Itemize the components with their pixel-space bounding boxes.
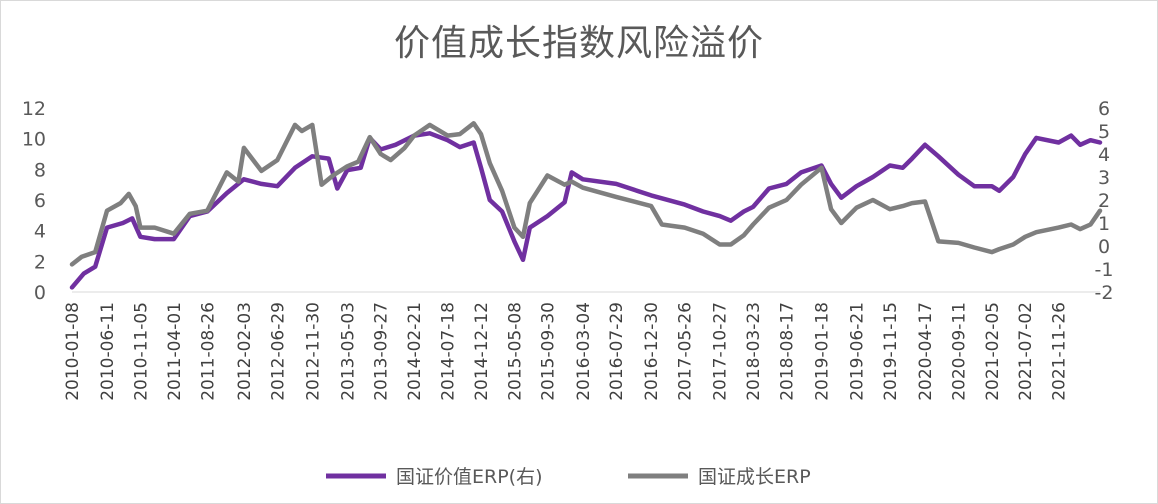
- x-tick-label: 2015-09-30: [538, 302, 558, 401]
- right-y-tick-label: 2: [1098, 190, 1110, 212]
- x-tick-label: 2016-12-30: [642, 302, 662, 401]
- x-tick-label: 2010-01-08: [63, 302, 83, 401]
- x-tick-label: 2012-11-30: [303, 302, 323, 401]
- x-tick-label: 2018-03-23: [744, 302, 764, 401]
- legend-label: 国证价值ERP(右): [396, 466, 543, 488]
- x-tick-label: 2021-07-02: [1016, 302, 1036, 401]
- x-tick-label: 2019-01-18: [813, 302, 833, 401]
- left-y-tick-label: 2: [34, 251, 46, 273]
- x-tick-label: 2014-07-18: [439, 302, 459, 401]
- x-tick-label: 2016-07-29: [607, 302, 627, 401]
- left-y-tick-label: 8: [34, 159, 46, 181]
- x-tick-label: 2010-06-11: [98, 302, 118, 401]
- right-y-tick-label: 6: [1098, 98, 1110, 120]
- x-tick-label: 2018-08-17: [778, 302, 798, 401]
- left-y-tick-label: 12: [22, 98, 46, 120]
- x-tick-label: 2021-11-26: [1050, 302, 1070, 401]
- x-tick-label: 2016-03-04: [574, 302, 594, 401]
- left-y-tick-label: 4: [34, 221, 46, 243]
- right-y-tick-label: 4: [1098, 144, 1110, 166]
- x-tick-label: 2021-02-05: [983, 302, 1003, 401]
- right-y-tick-label: 5: [1098, 121, 1110, 143]
- left-y-tick-label: 0: [34, 282, 46, 304]
- x-tick-label: 2015-05-08: [505, 302, 525, 401]
- legend: 国证价值ERP(右) 国证成长ERP: [326, 466, 811, 488]
- left-y-tick-label: 10: [22, 129, 46, 151]
- x-tick-label: 2014-12-12: [472, 302, 492, 401]
- x-tick-label: 2019-11-15: [881, 302, 901, 401]
- x-tick-label: 2011-04-01: [165, 302, 185, 401]
- x-tick-label: 2019-06-21: [848, 302, 868, 401]
- x-tick-label: 2012-06-29: [268, 302, 288, 401]
- x-tick-label: 2020-09-11: [949, 302, 969, 401]
- left-y-tick-label: 6: [34, 190, 46, 212]
- right-y-tick-label: -2: [1095, 282, 1114, 304]
- x-tick-label: 2017-10-27: [711, 302, 731, 401]
- x-tick-label: 2014-02-21: [405, 302, 425, 401]
- right-y-tick-label: 1: [1098, 213, 1110, 235]
- series-line-value-erp: [69, 131, 1103, 290]
- x-tick-label: 2012-02-03: [235, 302, 255, 401]
- series-layer: [69, 121, 1103, 290]
- x-tick-label: 2017-05-26: [676, 302, 696, 401]
- right-y-tick-label: 0: [1098, 236, 1110, 258]
- x-tick-label: 2013-05-03: [338, 302, 358, 401]
- right-y-tick-label: -1: [1095, 259, 1114, 281]
- x-tick-label: 2013-09-27: [372, 302, 392, 401]
- x-tick-label: 2011-08-26: [198, 302, 218, 401]
- legend-label: 国证成长ERP: [698, 466, 811, 488]
- x-tick-label: 2010-11-05: [131, 302, 151, 401]
- chart-title: 价值成长指数风险溢价: [393, 23, 764, 64]
- right-y-tick-label: 3: [1098, 167, 1110, 189]
- x-tick-label: 2020-04-17: [916, 302, 936, 401]
- series-line-growth-erp: [69, 121, 1103, 267]
